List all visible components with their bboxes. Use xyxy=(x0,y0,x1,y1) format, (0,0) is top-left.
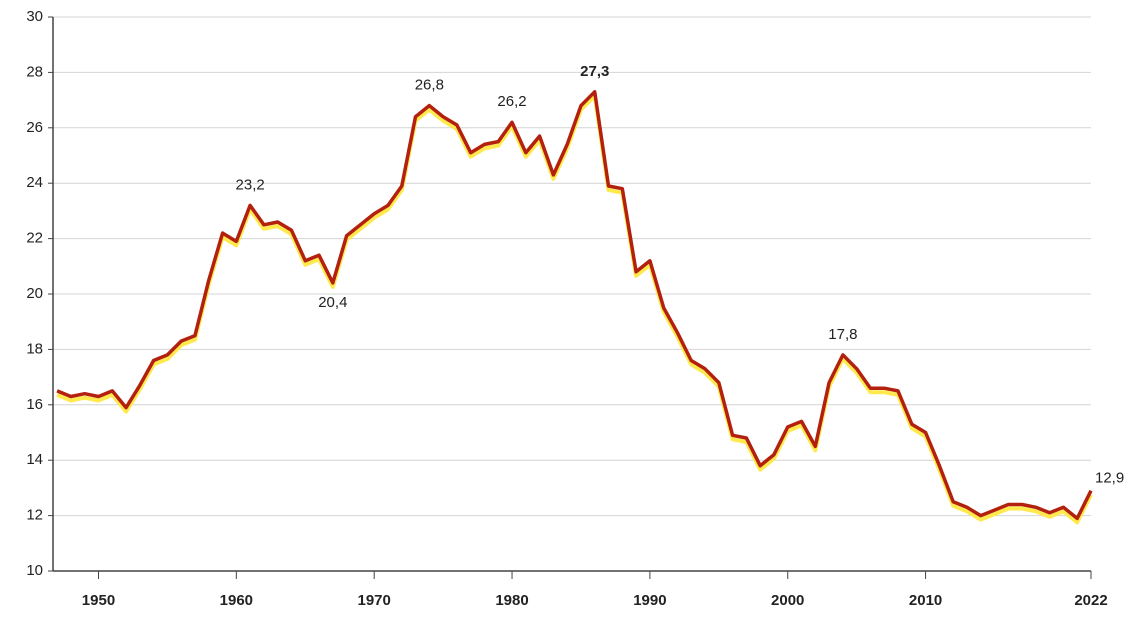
x-tick-label: 2010 xyxy=(909,592,942,609)
y-tick-label: 16 xyxy=(26,396,43,413)
x-tick-label: 1980 xyxy=(495,592,528,609)
x-tick-label: 1970 xyxy=(357,592,390,609)
y-tick-label: 26 xyxy=(26,119,43,136)
x-tick-label: 1990 xyxy=(633,592,666,609)
x-tick-label: 1950 xyxy=(82,592,115,609)
value-label: 12,9 xyxy=(1095,470,1124,487)
y-tick-label: 12 xyxy=(26,507,43,524)
value-label: 20,4 xyxy=(318,294,347,311)
y-tick-label: 20 xyxy=(26,285,43,302)
x-tick-label: 2022 xyxy=(1074,592,1107,609)
value-label: 17,8 xyxy=(828,326,857,343)
value-label: 23,2 xyxy=(236,176,265,193)
y-tick-label: 30 xyxy=(26,8,43,25)
x-tick-label: 2000 xyxy=(771,592,804,609)
value-label: 27,3 xyxy=(580,63,609,80)
y-tick-label: 24 xyxy=(26,174,43,191)
y-tick-label: 14 xyxy=(26,451,43,468)
x-tick-label: 1960 xyxy=(220,592,253,609)
line xyxy=(56,90,1093,521)
y-tick-label: 28 xyxy=(26,63,43,80)
value-label: 26,2 xyxy=(497,93,526,110)
value-label: 26,8 xyxy=(415,77,444,94)
y-tick-label: 18 xyxy=(26,340,43,357)
y-tick-label: 22 xyxy=(26,230,43,247)
y-tick-label: 10 xyxy=(26,562,43,579)
